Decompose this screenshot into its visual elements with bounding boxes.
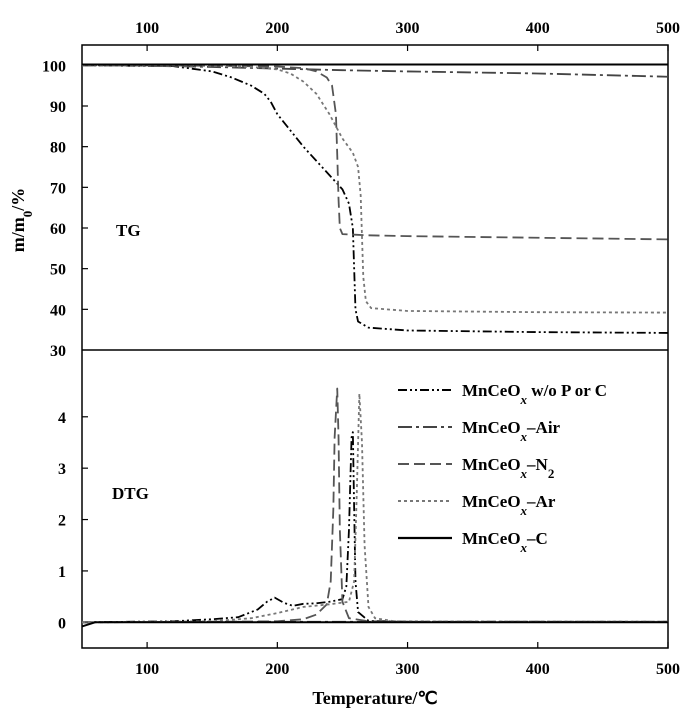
legend-label-1: MnCeOx w/o P or C (462, 381, 607, 407)
x-tick-label-top: 400 (526, 20, 550, 37)
legend-label-3: MnCeOx–N2 (462, 455, 554, 481)
x-tick-label-bottom: 400 (526, 661, 550, 678)
tg-series-3 (81, 64, 669, 241)
legend-label-5: MnCeOx–C (462, 529, 548, 555)
tg-panel-label: TG (116, 221, 141, 240)
legend-label-4: MnCeOx–Ar (462, 492, 556, 518)
x-tick-label-top: 200 (265, 20, 289, 37)
x-tick-label-bottom: 300 (396, 661, 420, 678)
tg-y-tick-label: 50 (50, 262, 66, 279)
tg-y-tick-label: 100 (42, 58, 66, 75)
dtg-series-4 (81, 392, 669, 624)
dtg-y-tick-label: 2 (58, 513, 66, 530)
x-tick-label-bottom: 200 (265, 661, 289, 678)
tg-y-tick-label: 30 (50, 343, 66, 360)
tg-series-4 (81, 64, 669, 314)
x-tick-label-bottom: 100 (135, 661, 159, 678)
x-tick-label-top: 500 (656, 20, 680, 37)
y-axis-title: m/m0/% (8, 188, 35, 253)
dtg-panel-label: DTG (112, 484, 149, 503)
dtg-series-3 (81, 387, 668, 624)
x-tick-label-top: 300 (396, 20, 420, 37)
dtg-y-tick-label: 3 (58, 461, 66, 478)
tg-y-tick-label: 80 (50, 140, 66, 157)
dtg-y-tick-label: 4 (58, 410, 66, 427)
tg-y-tick-label: 90 (50, 99, 66, 116)
dtg-series-5 (81, 621, 668, 628)
plot-frame (81, 44, 669, 649)
dtg-y-tick-label: 1 (58, 564, 66, 581)
dtg-series-1 (81, 431, 668, 624)
tg-series-2 (81, 64, 669, 78)
tg-series-1 (81, 64, 669, 334)
tg-y-tick-label: 70 (50, 180, 66, 197)
x-tick-label-top: 100 (135, 20, 159, 37)
legend-label-2: MnCeOx–Air (462, 418, 561, 444)
tg-y-tick-label: 60 (50, 221, 66, 238)
tg-y-tick-label: 40 (50, 302, 66, 319)
x-axis-title: Temperature/℃ (312, 688, 437, 708)
dtg-y-tick-label: 0 (58, 615, 66, 632)
x-tick-label-bottom: 500 (656, 661, 680, 678)
